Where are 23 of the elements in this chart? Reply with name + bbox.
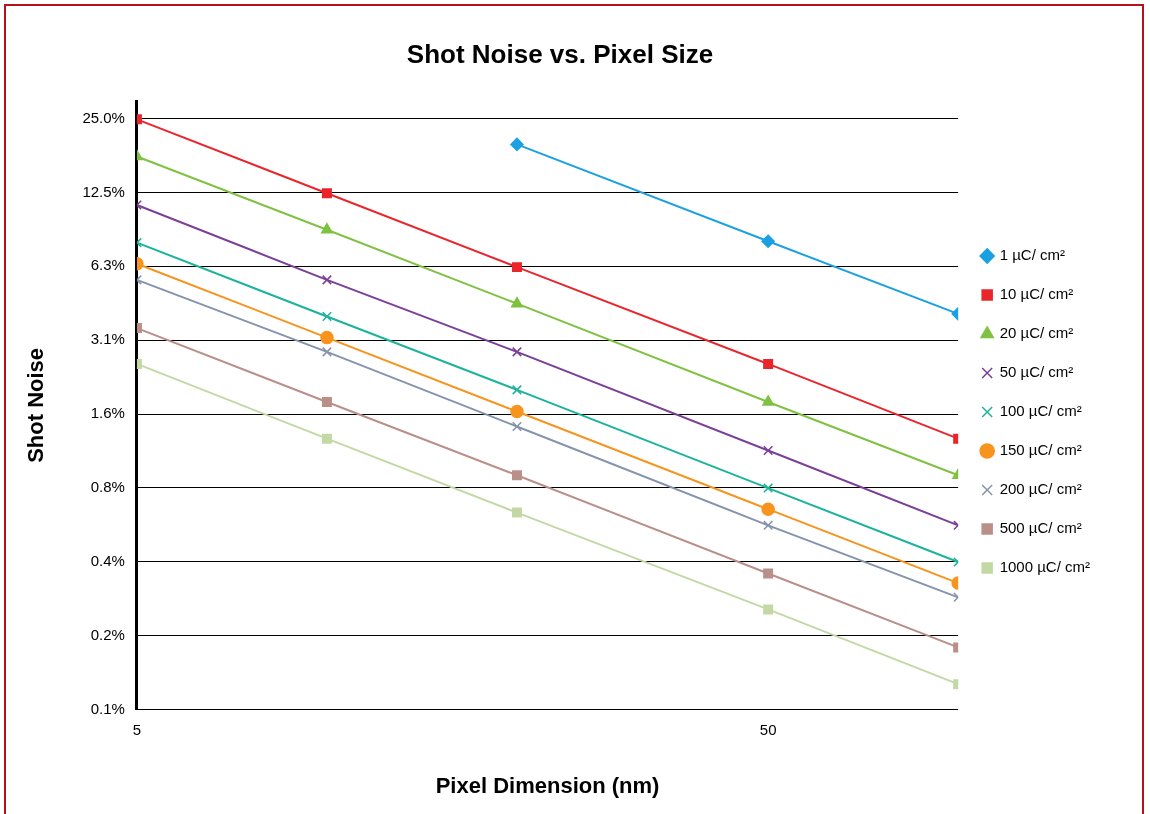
y-tick-label: 6.3%	[90, 256, 125, 274]
y-tick-label: 0.1%	[90, 699, 125, 717]
legend-label: 100 µC/ cm²	[999, 402, 1082, 420]
legend-label: 1 µC/ cm²	[999, 246, 1065, 264]
y-axis-title: Shot Noise	[23, 347, 49, 463]
x-tick-label: 5	[132, 720, 142, 738]
legend-label: 50 µC/ cm²	[999, 363, 1074, 381]
y-tick-label: 25.0%	[82, 108, 125, 126]
legend-label: 20 µC/ cm²	[999, 324, 1074, 342]
x-axis-title: Pixel Dimension (nm)	[435, 772, 660, 798]
y-tick-label: 1.6%	[90, 404, 125, 422]
legend-label: 500 µC/ cm²	[999, 519, 1082, 537]
x-tick-label: 50	[759, 720, 777, 738]
legend-label: 1000 µC/ cm²	[999, 558, 1091, 576]
y-tick-label: 0.2%	[90, 625, 125, 643]
legend-label: 10 µC/ cm²	[999, 285, 1074, 303]
legend-label: 200 µC/ cm²	[999, 480, 1082, 498]
y-tick-label: 12.5%	[82, 182, 125, 200]
y-tick-label: 0.4%	[90, 551, 125, 569]
legend-label: 150 µC/ cm²	[999, 441, 1082, 459]
y-tick-label: 3.1%	[90, 330, 125, 348]
chart-title: Shot Noise vs. Pixel Size	[406, 38, 714, 69]
y-tick-label: 0.8%	[90, 478, 125, 496]
